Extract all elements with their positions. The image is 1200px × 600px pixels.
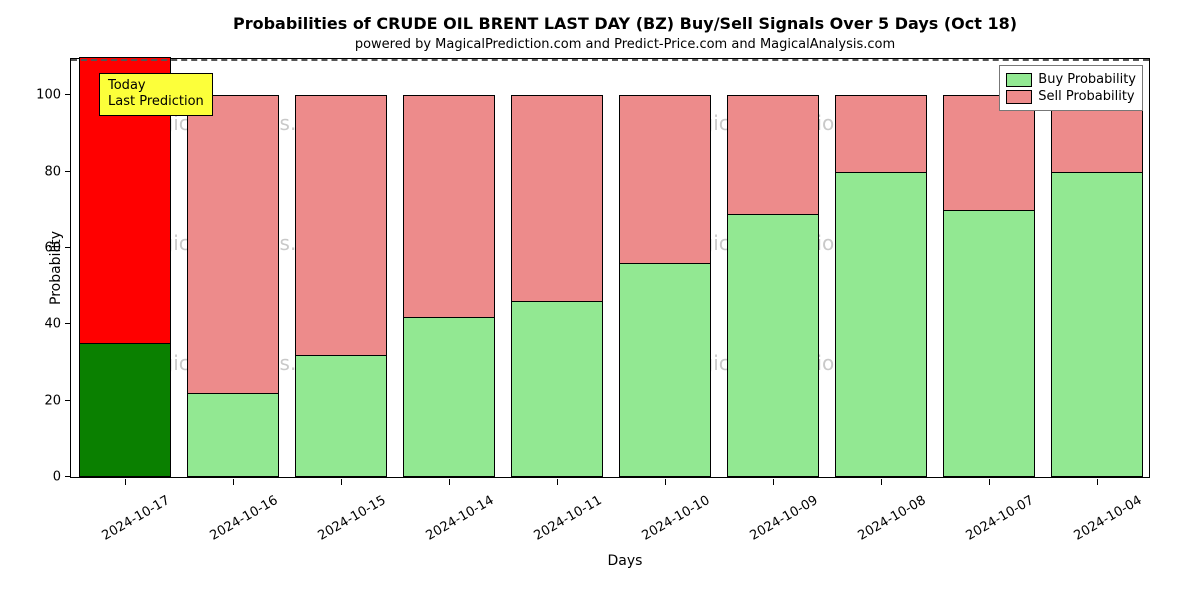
- legend-item-sell: Sell Probability: [1006, 89, 1136, 104]
- bar-sell: [511, 95, 604, 301]
- x-tick-mark: [1097, 479, 1098, 485]
- bar-sell: [727, 95, 820, 213]
- bar-slot: [943, 95, 1036, 477]
- y-tick-label: 80: [44, 164, 61, 179]
- x-tick-label: 2024-10-08: [843, 493, 928, 551]
- y-tick-mark: [65, 476, 71, 477]
- x-tick-mark: [989, 479, 990, 485]
- bar-slot: [79, 57, 172, 477]
- x-tick-mark: [881, 479, 882, 485]
- bar-buy: [403, 317, 496, 477]
- bar-slot: [1051, 95, 1144, 477]
- x-tick-label: 2024-10-11: [519, 493, 604, 551]
- y-tick-mark: [65, 247, 71, 248]
- x-tick-label: 2024-10-15: [303, 493, 388, 551]
- chart-title: Probabilities of CRUDE OIL BRENT LAST DA…: [70, 14, 1180, 33]
- legend-swatch-buy: [1006, 73, 1032, 87]
- bar-buy: [187, 393, 280, 477]
- y-tick-mark: [65, 323, 71, 324]
- bar-slot: [835, 95, 928, 477]
- x-tick-label: 2024-10-17: [87, 493, 172, 551]
- y-tick-mark: [65, 171, 71, 172]
- reference-line: [71, 59, 1149, 61]
- today-annotation: Today Last Prediction: [99, 73, 213, 116]
- chart-container: Probabilities of CRUDE OIL BRENT LAST DA…: [0, 0, 1200, 600]
- x-tick-mark: [125, 479, 126, 485]
- plot-area: MagicalAnalysis.comMagicalPrediction.com…: [71, 59, 1149, 477]
- bar-sell: [187, 95, 280, 393]
- x-tick-mark: [773, 479, 774, 485]
- x-tick-mark: [665, 479, 666, 485]
- y-tick-label: 20: [44, 393, 61, 408]
- bar-buy: [1051, 172, 1144, 477]
- annotation-line2: Last Prediction: [108, 94, 204, 110]
- bar-buy: [295, 355, 388, 477]
- x-tick-label: 2024-10-07: [951, 493, 1036, 551]
- bar-slot: [403, 95, 496, 477]
- legend-swatch-sell: [1006, 90, 1032, 104]
- bar-slot: [511, 95, 604, 477]
- plot-frame: MagicalAnalysis.comMagicalPrediction.com…: [70, 58, 1150, 478]
- annotation-line1: Today: [108, 78, 204, 94]
- legend: Buy Probability Sell Probability: [999, 65, 1143, 111]
- bar-sell: [943, 95, 1036, 210]
- x-tick-label: 2024-10-10: [627, 493, 712, 551]
- y-tick-label: 0: [53, 470, 61, 485]
- x-tick-mark: [341, 479, 342, 485]
- x-tick-mark: [557, 479, 558, 485]
- bar-buy: [943, 210, 1036, 477]
- chart-subtitle: powered by MagicalPrediction.com and Pre…: [70, 37, 1180, 52]
- y-tick-mark: [65, 94, 71, 95]
- legend-label-sell: Sell Probability: [1038, 89, 1134, 104]
- x-tick-label: 2024-10-14: [411, 493, 496, 551]
- bar-buy: [727, 214, 820, 477]
- y-tick-label: 60: [44, 240, 61, 255]
- bar-slot: [295, 95, 388, 477]
- bar-buy: [835, 172, 928, 477]
- bar-sell: [835, 95, 928, 171]
- legend-label-buy: Buy Probability: [1038, 72, 1136, 87]
- legend-item-buy: Buy Probability: [1006, 72, 1136, 87]
- x-axis-label: Days: [70, 553, 1180, 569]
- bar-slot: [727, 95, 820, 477]
- bar-slot: [187, 95, 280, 477]
- bar-buy: [511, 301, 604, 477]
- bar-slot: [619, 95, 712, 477]
- bar-buy: [619, 263, 712, 477]
- x-tick-label: 2024-10-09: [735, 493, 820, 551]
- bar-sell: [295, 95, 388, 355]
- x-tick-mark: [233, 479, 234, 485]
- y-tick-mark: [65, 400, 71, 401]
- x-tick-label: 2024-10-04: [1059, 493, 1144, 551]
- bar-buy: [79, 343, 172, 477]
- x-tick-mark: [449, 479, 450, 485]
- bar-sell: [403, 95, 496, 316]
- y-tick-label: 100: [36, 88, 61, 103]
- x-tick-label: 2024-10-16: [195, 493, 280, 551]
- y-tick-label: 40: [44, 317, 61, 332]
- bar-sell: [619, 95, 712, 263]
